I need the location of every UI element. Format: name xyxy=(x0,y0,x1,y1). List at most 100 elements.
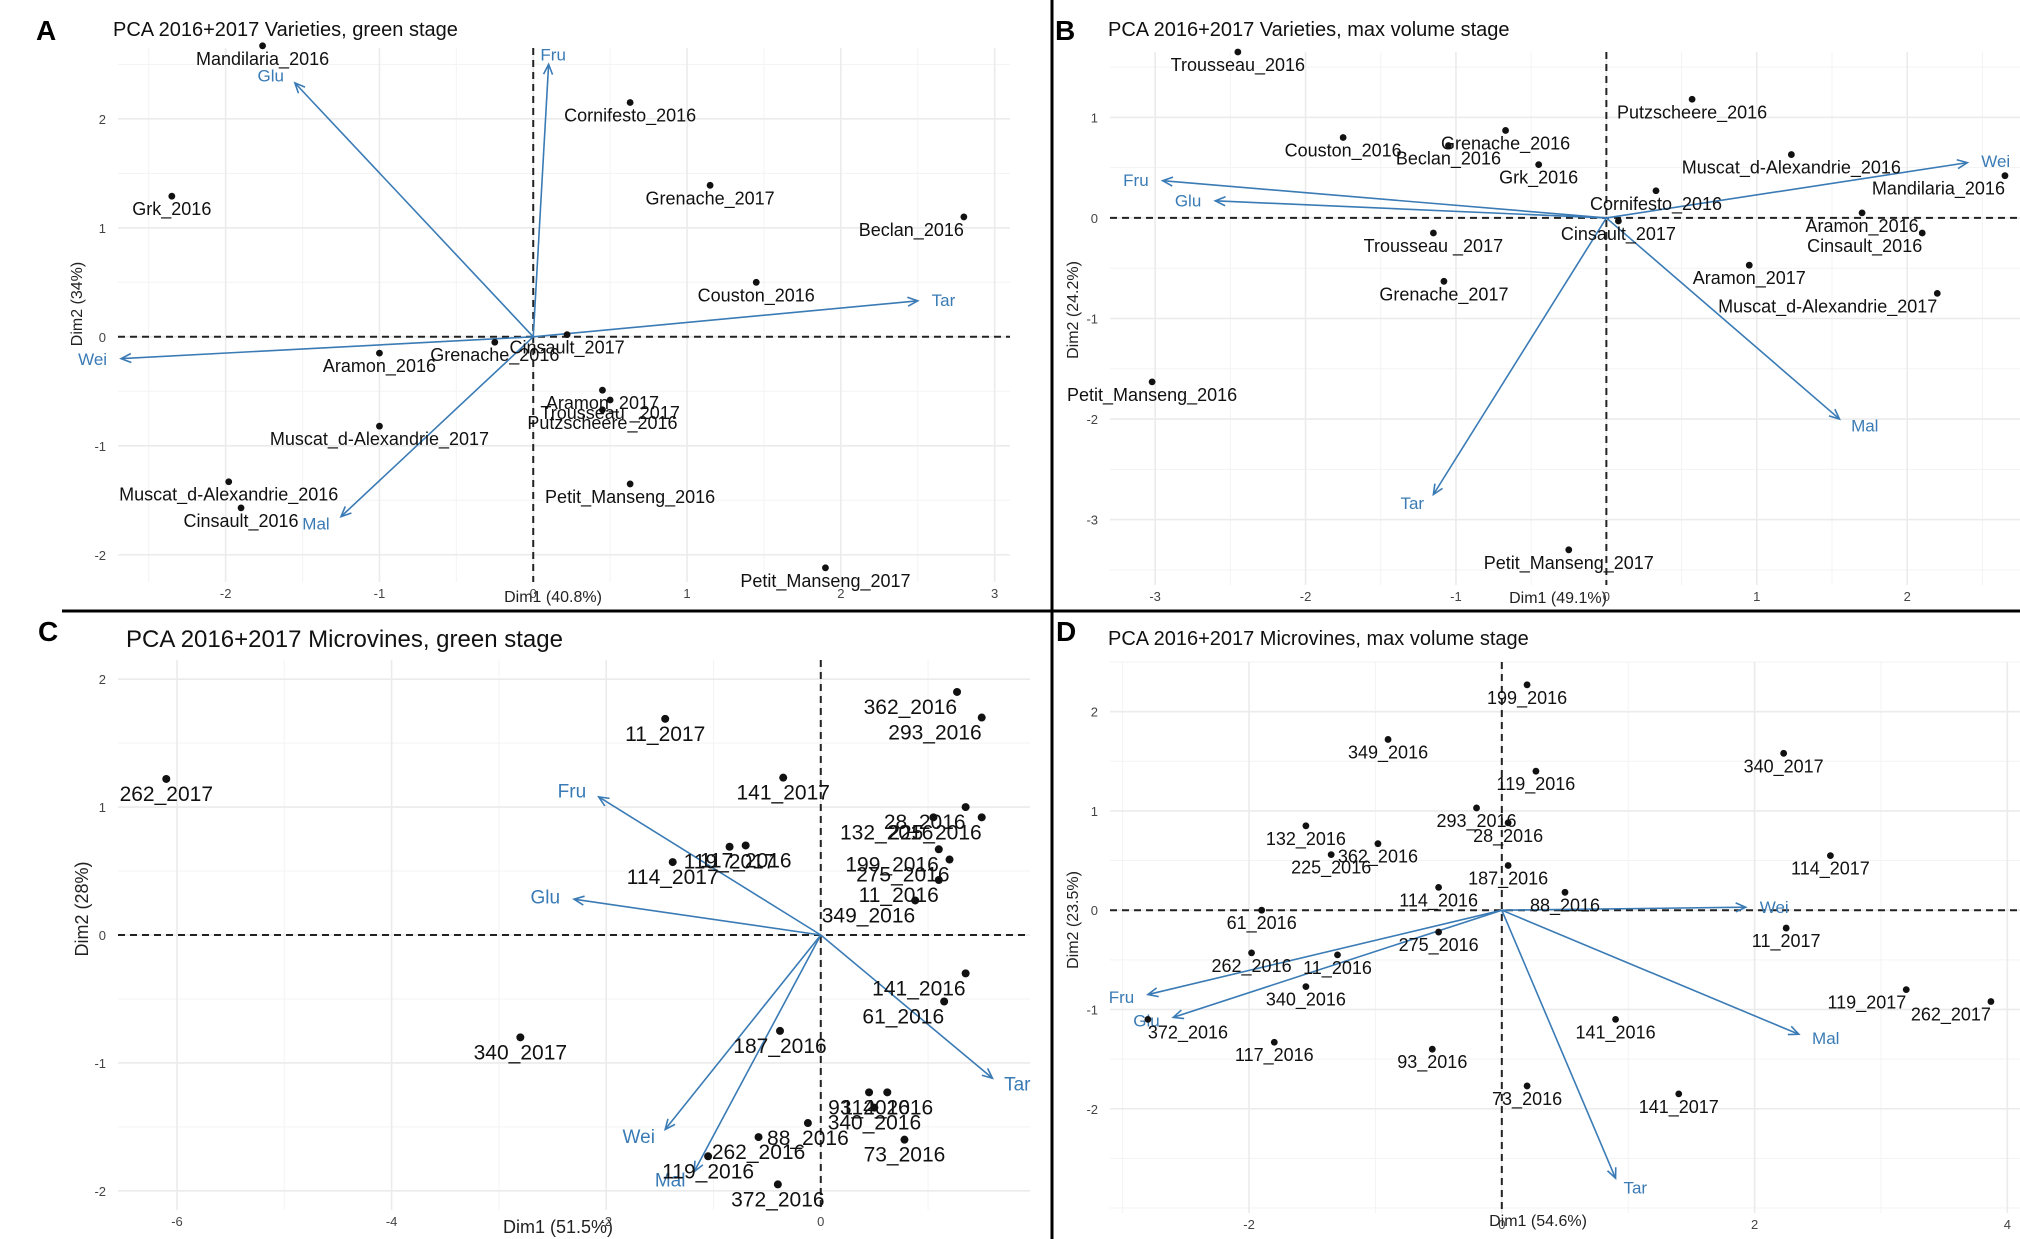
point-label-340-2016: 340_2016 xyxy=(1266,990,1346,1011)
point-label-119-2016: 119_2016 xyxy=(662,1160,754,1183)
point-362-2016 xyxy=(953,687,962,696)
point-label-362-2016: 362_2016 xyxy=(864,696,957,719)
panel-d-grid xyxy=(1110,661,2020,1213)
point-label-119-2017: 119_2017 xyxy=(684,851,776,874)
point-88-2016 xyxy=(1561,888,1569,896)
y-tick-label: -2 xyxy=(1086,1102,1098,1117)
x-tick-label: -4 xyxy=(386,1214,398,1229)
point-label-88-2016: 88_2016 xyxy=(1530,895,1600,916)
vector-arrowhead-fru xyxy=(597,795,610,807)
vector-mal xyxy=(693,934,822,1173)
y-tick-label: -3 xyxy=(1086,513,1098,528)
point-aramon-2016 xyxy=(376,349,383,357)
point-label-372-2016: 372_2016 xyxy=(1148,1022,1228,1043)
y-tick-label: -1 xyxy=(1086,1002,1098,1017)
x-tick-label: -1 xyxy=(1450,589,1462,604)
y-tick-label: -2 xyxy=(94,1184,106,1199)
point-28-2016 xyxy=(961,803,970,812)
y-tick-label: -1 xyxy=(94,439,106,454)
point-beclan-2016 xyxy=(1445,142,1452,149)
point-label-73-2016: 73_2016 xyxy=(1492,1089,1562,1110)
point-label-262-2017: 262_2017 xyxy=(120,783,213,806)
panel-b-ylabel: Dim2 (24.2%) xyxy=(1065,261,1082,359)
vector-wei xyxy=(1501,906,1746,911)
panel-d-ylabel: Dim2 (23.5%) xyxy=(1065,871,1082,969)
point-11-2016 xyxy=(934,876,943,884)
vector-label-tar: Tar xyxy=(1400,494,1424,513)
x-tick-label: -2 xyxy=(600,1214,612,1229)
point-label-61-2016: 61_2016 xyxy=(862,1006,944,1029)
x-tick-label: -6 xyxy=(171,1214,183,1229)
point-372-2016 xyxy=(773,1180,782,1189)
vector-label-tar: Tar xyxy=(1004,1075,1031,1096)
vector-arrowhead-wei xyxy=(663,1118,676,1131)
panel-a-points: Mandilaria_2016 Cornifesto_2016 Grenache_2… xyxy=(119,42,968,592)
vector-label-wei: Wei xyxy=(1760,898,1789,917)
point-349-2016 xyxy=(911,896,920,905)
x-tick-label: -2 xyxy=(1300,589,1312,604)
point-340-2016 xyxy=(870,1103,879,1112)
panel-b: B PCA 2016+2017 Varieties, max volume st… xyxy=(1055,15,2020,607)
point-141-2017 xyxy=(1675,1090,1683,1098)
y-tick-label: -2 xyxy=(1086,412,1098,427)
vector-label-mal: Mal xyxy=(1812,1029,1839,1048)
panel-label-a: A xyxy=(36,15,56,46)
point-340-2017 xyxy=(516,1033,525,1042)
point-label-aramon-2017: Aramon_2017 xyxy=(546,393,659,414)
point-93-2016 xyxy=(865,1088,874,1097)
vector-tar xyxy=(533,300,918,338)
panel-a-ylabel: Dim2 (34%) xyxy=(69,262,86,346)
vector-arrowhead-mal xyxy=(693,1160,704,1174)
point-grenache-2017 xyxy=(706,181,714,189)
point-label-putzscheere-2016: Putzscheere_2016 xyxy=(527,413,677,434)
x-tick-label: 1 xyxy=(683,586,690,601)
point-73-2016 xyxy=(1523,1082,1531,1090)
point-cornifesto-2016 xyxy=(626,99,634,106)
point-label-aramon-2017: Aramon_2017 xyxy=(1693,268,1806,289)
point-label-petit-manseng-2017: Petit_Manseng_2017 xyxy=(740,571,910,592)
vector-arrowhead-glu xyxy=(293,81,306,94)
point-117-2016 xyxy=(1270,1038,1278,1046)
panel-c-axes: -6 -4 -2 0 -2 -1 0 1 2 xyxy=(94,660,1030,1229)
vector-label-wei: Wei xyxy=(623,1127,655,1148)
panel-a-title: PCA 2016+2017 Varieties, green stage xyxy=(113,19,458,41)
panel-c-ylabel: Dim2 (28%) xyxy=(72,861,92,956)
y-tick-label: 0 xyxy=(1091,211,1098,226)
vector-label-tar: Tar xyxy=(932,291,956,310)
panel-d: D PCA 2016+2017 Microvines, max volume s… xyxy=(1056,616,2020,1232)
panel-b-title: PCA 2016+2017 Varieties, max volume stag… xyxy=(1108,19,1510,41)
point-grk-2016 xyxy=(1535,161,1543,169)
point-petit-manseng-2016 xyxy=(626,480,634,488)
vector-arrowhead-mal xyxy=(1787,1025,1801,1036)
vector-label-fru: Fru xyxy=(1109,988,1135,1007)
vector-glu xyxy=(573,898,821,936)
vector-arrowhead-tar xyxy=(907,296,920,307)
point-label-372-2016: 372_2016 xyxy=(731,1188,824,1211)
point-cinsault-2017 xyxy=(1614,217,1622,225)
point-label-putzscheere-2016: Putzscheere_2016 xyxy=(1617,102,1767,123)
point-88-2016 xyxy=(803,1119,812,1128)
point-couston-2016 xyxy=(1339,134,1347,141)
point-label-119-2017: 119_2017 xyxy=(1828,993,1907,1014)
x-tick-label: 0 xyxy=(1498,1217,1505,1232)
panel-label-c: C xyxy=(38,616,58,647)
y-tick-label: 1 xyxy=(99,800,106,815)
point-muscat-d-alexandrie-2016 xyxy=(1787,151,1795,158)
vector-wei xyxy=(1606,161,1968,219)
point-label-muscat-d-alexandrie-2017: Muscat_d-Alexandrie_2017 xyxy=(1718,296,1937,317)
point-label-grk-2016: Grk_2016 xyxy=(1499,168,1578,189)
panel-a-axes: -2 -1 0 1 2 3 -2 -1 0 1 2 xyxy=(94,48,1010,601)
vector-label-tar: Tar xyxy=(1623,1178,1647,1197)
point-trousseau-2016 xyxy=(1234,48,1242,56)
point-199-2016 xyxy=(934,845,943,854)
point-label-cornifesto-2016: Cornifesto_2016 xyxy=(564,105,696,126)
point-73-2016 xyxy=(900,1135,909,1144)
vector-arrowhead-mal xyxy=(339,506,352,518)
point-petit-manseng-2017 xyxy=(1565,546,1573,554)
vector-glu xyxy=(294,82,534,338)
point-aramon-2016 xyxy=(1858,209,1866,217)
point-362-2016 xyxy=(1374,840,1382,848)
vector-arrowhead-glu xyxy=(572,895,585,906)
vector-mal xyxy=(1605,217,1841,420)
x-tick-label: -1 xyxy=(374,586,386,601)
